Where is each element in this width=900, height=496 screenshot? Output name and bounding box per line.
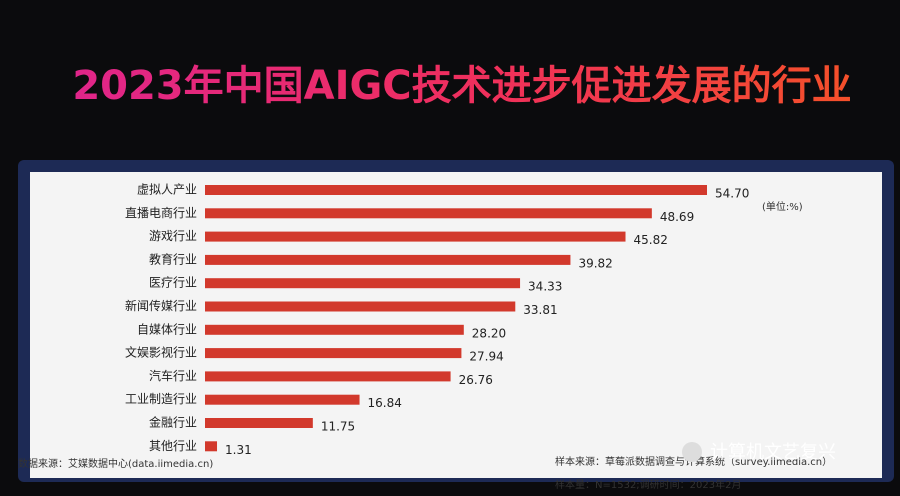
bar [205, 441, 218, 452]
value-label: 26.76 [459, 373, 493, 387]
bar [205, 394, 360, 405]
value-label: 11.75 [321, 420, 355, 434]
bar [205, 231, 626, 242]
unit-label: (单位:%) [762, 200, 803, 213]
bar [205, 208, 652, 219]
bar [205, 301, 516, 312]
category-label: 工业制造行业 [125, 392, 197, 406]
category-label: 医疗行业 [149, 276, 197, 290]
bar [205, 185, 707, 195]
category-label: 文娱影视行业 [125, 345, 197, 360]
value-label: 28.20 [472, 326, 506, 340]
category-label: 教育行业 [149, 251, 197, 266]
category-label: 自媒体行业 [137, 322, 197, 336]
value-label: 39.82 [578, 256, 612, 270]
bar [205, 278, 521, 289]
value-label: 27.94 [469, 350, 503, 364]
chart-title: 2023年中国AIGC技术进步促进发展的行业 [72, 63, 851, 109]
bar [205, 418, 313, 428]
bar [205, 324, 464, 335]
value-label: 54.70 [715, 187, 749, 201]
category-label: 新闻传媒行业 [125, 298, 197, 313]
category-label: 其他行业 [149, 439, 197, 453]
bar [205, 348, 462, 359]
value-label: 48.69 [660, 210, 694, 224]
watermark: 计算机文艺复兴 [710, 442, 836, 463]
value-label: 34.33 [528, 280, 562, 294]
value-label: 45.82 [634, 233, 668, 247]
value-label: 16.84 [368, 396, 402, 410]
sample-size-note: 样本量：N=1532;调研时间：2023年2月 [555, 478, 742, 491]
watermark-icon [682, 442, 702, 462]
value-label: 1.31 [225, 443, 252, 457]
category-label: 虚拟人产业 [137, 183, 197, 197]
category-label: 金融行业 [149, 415, 197, 430]
bar [205, 371, 451, 382]
category-label: 直播电商行业 [125, 205, 197, 220]
value-label: 33.81 [523, 303, 557, 317]
source-note: 数据来源：艾媒数据中心(data.iimedia.cn) [18, 457, 213, 470]
category-label: 汽车行业 [149, 368, 197, 383]
bar [205, 254, 571, 265]
category-label: 游戏行业 [149, 229, 197, 243]
